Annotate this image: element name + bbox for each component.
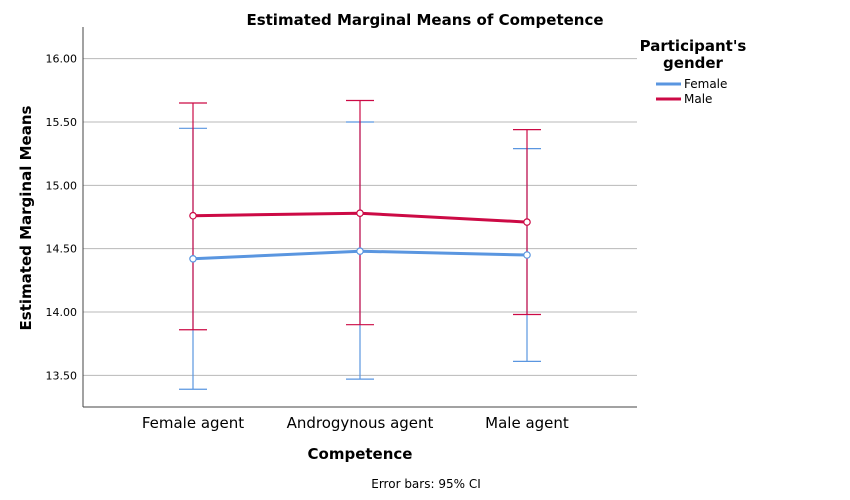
- y-axis-ticks: 13.50 14.00 14.50 15.00 15.50 16.00: [46, 53, 78, 383]
- series-points: [189, 209, 531, 263]
- y-tick-label: 16.00: [46, 53, 78, 66]
- y-axis-label: Estimated Marginal Means: [17, 106, 35, 331]
- x-tick-label: Androgynous agent: [287, 414, 434, 432]
- data-point-male: [523, 218, 531, 226]
- x-axis-ticks: Female agent Androgynous agent Male agent: [142, 414, 569, 432]
- x-axis-label: Competence: [308, 445, 413, 463]
- legend-label-female: Female: [684, 77, 727, 91]
- y-tick-label: 14.00: [46, 306, 78, 319]
- legend-label-male: Male: [684, 92, 712, 106]
- plot-frame: [82, 27, 637, 408]
- y-tick-label: 13.50: [46, 369, 78, 382]
- legend-title-line1: Participant's: [640, 37, 747, 55]
- x-tick-label: Male agent: [485, 414, 569, 432]
- data-point-female: [189, 254, 197, 263]
- x-tick-label: Female agent: [142, 414, 244, 432]
- data-point-male: [356, 209, 364, 218]
- data-point-female: [523, 251, 531, 259]
- data-point-female: [356, 247, 364, 256]
- error-bars-footnote: Error bars: 95% CI: [371, 477, 480, 491]
- chart-title: Estimated Marginal Means of Competence: [246, 11, 603, 29]
- legend-title-line2: gender: [663, 54, 724, 72]
- y-tick-label: 15.00: [46, 179, 78, 192]
- y-tick-label: 14.50: [46, 243, 78, 256]
- y-tick-label: 15.50: [46, 116, 78, 129]
- data-point-male: [189, 211, 197, 220]
- error-bars: [179, 99, 541, 390]
